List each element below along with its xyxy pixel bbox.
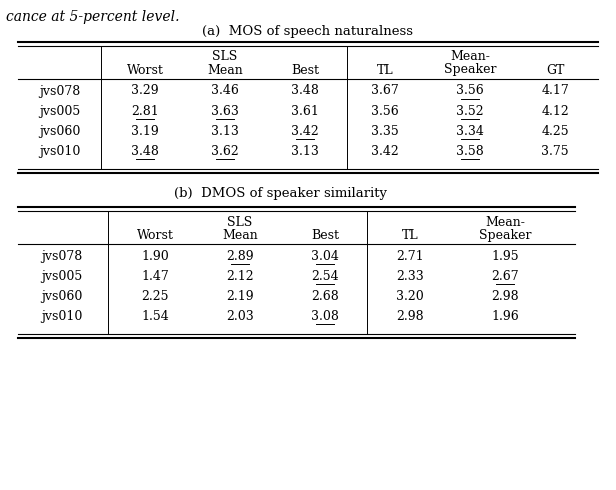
Text: 2.98: 2.98: [491, 290, 519, 302]
Text: 3.62: 3.62: [211, 145, 239, 157]
Text: SLS: SLS: [227, 216, 253, 228]
Text: 4.25: 4.25: [541, 124, 569, 138]
Text: 3.61: 3.61: [291, 104, 319, 118]
Text: 3.52: 3.52: [456, 104, 484, 118]
Text: Worst: Worst: [126, 64, 163, 76]
Text: 3.42: 3.42: [291, 124, 319, 138]
Text: Mean: Mean: [222, 228, 258, 242]
Text: 3.75: 3.75: [541, 145, 569, 157]
Text: 2.68: 2.68: [311, 290, 339, 302]
Text: 3.34: 3.34: [456, 124, 484, 138]
Text: cance at 5-percent level.: cance at 5-percent level.: [6, 10, 179, 24]
Text: TL: TL: [402, 228, 418, 242]
Text: 3.42: 3.42: [371, 145, 399, 157]
Text: 3.04: 3.04: [311, 249, 339, 263]
Text: jvs078: jvs078: [39, 84, 81, 98]
Text: 3.48: 3.48: [291, 84, 319, 98]
Text: 2.54: 2.54: [311, 270, 339, 283]
Text: jvs010: jvs010: [41, 310, 83, 322]
Text: jvs010: jvs010: [39, 145, 81, 157]
Text: Best: Best: [291, 64, 319, 76]
Text: 2.81: 2.81: [131, 104, 159, 118]
Text: 3.56: 3.56: [371, 104, 399, 118]
Text: Mean-: Mean-: [485, 216, 525, 228]
Text: 3.08: 3.08: [311, 310, 339, 322]
Text: jvs060: jvs060: [41, 290, 83, 302]
Text: 2.71: 2.71: [396, 249, 424, 263]
Text: Worst: Worst: [137, 228, 174, 242]
Text: TL: TL: [377, 64, 393, 76]
Text: Speaker: Speaker: [444, 64, 496, 76]
Text: 3.67: 3.67: [371, 84, 399, 98]
Text: Mean-: Mean-: [450, 50, 490, 64]
Text: 2.98: 2.98: [396, 310, 424, 322]
Text: jvs005: jvs005: [39, 104, 81, 118]
Text: 4.17: 4.17: [541, 84, 569, 98]
Text: 2.12: 2.12: [226, 270, 254, 283]
Text: 3.13: 3.13: [291, 145, 319, 157]
Text: (b)  DMOS of speaker similarity: (b) DMOS of speaker similarity: [174, 187, 386, 199]
Text: 3.58: 3.58: [456, 145, 484, 157]
Text: 3.29: 3.29: [131, 84, 159, 98]
Text: 2.89: 2.89: [226, 249, 254, 263]
Text: (a)  MOS of speech naturalness: (a) MOS of speech naturalness: [203, 25, 413, 39]
Text: 2.33: 2.33: [396, 270, 424, 283]
Text: Best: Best: [311, 228, 339, 242]
Text: 1.96: 1.96: [491, 310, 519, 322]
Text: 1.47: 1.47: [141, 270, 169, 283]
Text: Mean: Mean: [207, 64, 243, 76]
Text: 1.95: 1.95: [491, 249, 519, 263]
Text: 3.56: 3.56: [456, 84, 484, 98]
Text: jvs005: jvs005: [41, 270, 83, 283]
Text: 3.46: 3.46: [211, 84, 239, 98]
Text: SLS: SLS: [213, 50, 238, 64]
Text: 3.13: 3.13: [211, 124, 239, 138]
Text: 3.20: 3.20: [396, 290, 424, 302]
Text: 1.90: 1.90: [141, 249, 169, 263]
Text: jvs060: jvs060: [39, 124, 81, 138]
Text: 2.03: 2.03: [226, 310, 254, 322]
Text: 2.67: 2.67: [491, 270, 519, 283]
Text: jvs078: jvs078: [41, 249, 83, 263]
Text: 2.19: 2.19: [226, 290, 254, 302]
Text: 1.54: 1.54: [141, 310, 169, 322]
Text: 3.19: 3.19: [131, 124, 159, 138]
Text: 2.25: 2.25: [141, 290, 169, 302]
Text: GT: GT: [546, 64, 564, 76]
Text: 3.63: 3.63: [211, 104, 239, 118]
Text: 3.35: 3.35: [371, 124, 399, 138]
Text: 4.12: 4.12: [541, 104, 569, 118]
Text: 3.48: 3.48: [131, 145, 159, 157]
Text: Speaker: Speaker: [479, 228, 531, 242]
